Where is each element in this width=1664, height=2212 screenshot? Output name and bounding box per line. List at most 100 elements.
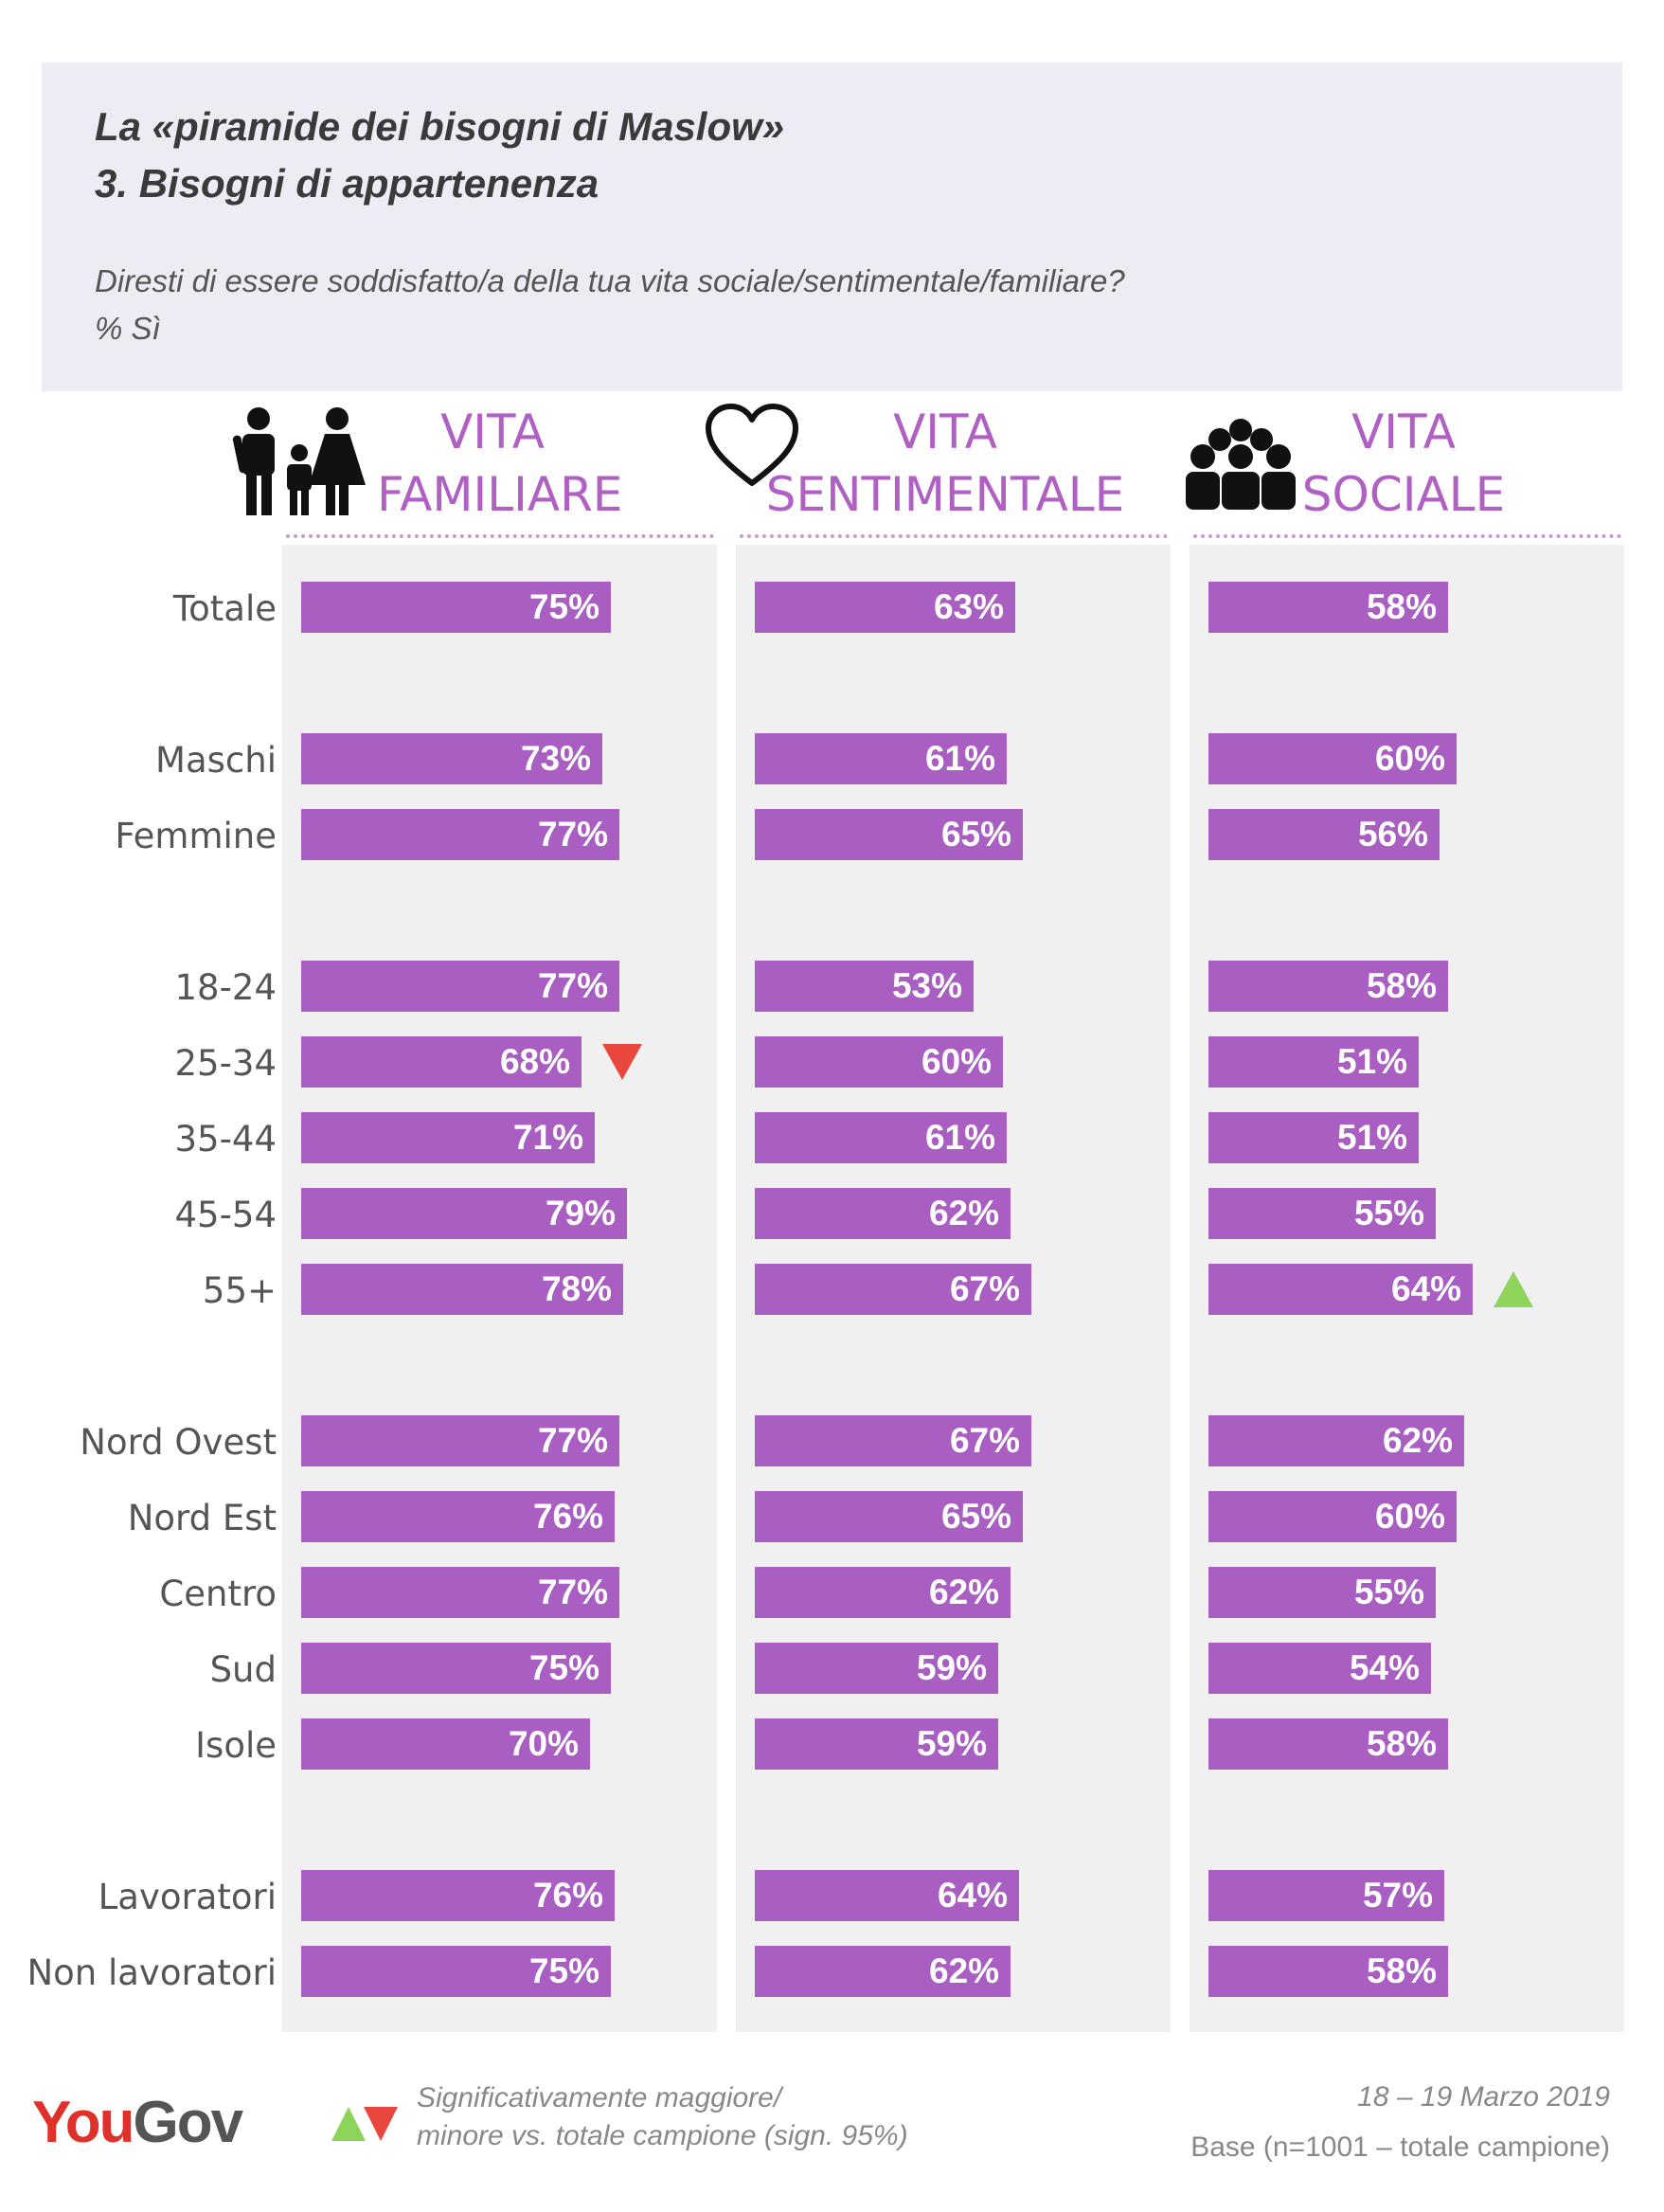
bar-vita-sociale-centro: 55% [1208,1567,1436,1618]
row-label-nord-est: Nord Est [127,1498,277,1538]
bar-value-label: 55% [1353,1573,1424,1611]
row-label-45-54: 45-54 [174,1195,277,1235]
column-divider-sociale [1193,534,1621,538]
bar-vita-familiare-nord-est: 76% [301,1491,615,1542]
row-label-nord-ovest: Nord Ovest [80,1422,277,1463]
bar-vita-sociale-55: 64% [1208,1264,1473,1315]
bar-vita-familiare-isole: 70% [301,1718,590,1770]
bar-value-label: 56% [1357,815,1428,854]
bar-value-label: 53% [891,966,962,1005]
bar-vita-familiare-nord-ovest: 77% [301,1415,619,1466]
row-label-femmine: Femmine [115,816,277,856]
significance-down-marker [602,1044,642,1080]
bar-vita-sentimentale-55: 67% [755,1264,1031,1315]
bar-value-label: 75% [528,587,599,626]
bar-value-label: 67% [949,1421,1020,1460]
bar-value-label: 70% [508,1724,579,1763]
column-header-familiare: VITA FAMILIARE [377,401,623,526]
bar-vita-sentimentale-35-44: 61% [755,1112,1007,1163]
bar-value-label: 76% [532,1497,603,1536]
column-header-sentimentale: VITA SENTIMENTALE [765,401,1125,526]
bar-value-label: 65% [940,815,1011,854]
bar-vita-sentimentale-25-34: 60% [755,1036,1003,1088]
bar-vita-sentimentale-sud: 59% [755,1643,998,1694]
yougov-logo: YouGov [32,2090,243,2155]
bar-value-label: 76% [532,1876,603,1915]
bar-vita-sentimentale-lavoratori: 64% [755,1870,1019,1921]
bar-value-label: 55% [1353,1194,1424,1232]
bar-vita-sentimentale-centro: 62% [755,1567,1011,1618]
bar-value-label: 62% [928,1573,999,1611]
bar-value-label: 71% [512,1118,583,1157]
row-label-totale: Totale [172,588,277,629]
bar-vita-sociale-femmine: 56% [1208,809,1440,860]
bar-value-label: 54% [1349,1648,1420,1687]
legend-line-2: minore vs. totale campione (sign. 95%) [417,2120,908,2151]
column-header-line2: SENTIMENTALE [765,467,1125,522]
bar-value-label: 51% [1336,1042,1407,1081]
family-icon [232,407,366,515]
bar-vita-sociale-nord-est: 60% [1208,1491,1457,1542]
bar-value-label: 78% [541,1269,612,1308]
bar-value-label: 57% [1362,1876,1433,1915]
column-header-sociale: VITA SOCIALE [1299,401,1508,526]
title-line-1: La «piramide dei bisogni di Maslow» [95,104,785,149]
bar-vita-sociale-25-34: 51% [1208,1036,1419,1088]
bar-vita-familiare-18-24: 77% [301,961,619,1012]
bar-value-label: 64% [1390,1269,1461,1308]
column-divider-familiare [286,534,714,538]
legend-line-1: Significativamente maggiore/ [417,2082,782,2113]
bar-value-label: 77% [537,815,608,854]
bar-value-label: 77% [537,1421,608,1460]
bar-vita-sociale-non-lavoratori: 58% [1208,1946,1448,1997]
bar-vita-sociale-nord-ovest: 62% [1208,1415,1464,1466]
question-text: Diresti di essere soddisfatto/a della tu… [95,263,1125,298]
bar-vita-familiare-centro: 77% [301,1567,619,1618]
bar-value-label: 58% [1366,1724,1437,1763]
column-header-line1: VITA [440,405,545,459]
base-note: Base (n=1001 – totale campione) [1190,2131,1610,2163]
significance-legend: Significativamente maggiore/ minore vs. … [417,2079,908,2155]
bar-vita-familiare-non-lavoratori: 75% [301,1946,611,1997]
row-label-35-44: 35-44 [174,1119,277,1160]
measure-text: % Sì [95,311,161,346]
bar-vita-sentimentale-totale: 63% [755,582,1015,633]
bar-value-label: 68% [499,1042,570,1081]
row-label-isole: Isole [195,1725,277,1766]
bar-vita-sentimentale-maschi: 61% [755,733,1007,784]
bar-vita-sentimentale-nord-ovest: 67% [755,1415,1031,1466]
bar-value-label: 64% [937,1876,1008,1915]
bar-vita-familiare-totale: 75% [301,582,611,633]
column-header-line1: VITA [893,405,997,459]
column-header-line2: FAMILIARE [377,467,623,522]
group-icon [1186,419,1296,510]
bar-value-label: 61% [924,1118,995,1157]
bar-vita-sociale-totale: 58% [1208,582,1448,633]
row-label-non-lavoratori: Non lavoratori [27,1952,277,1993]
bar-vita-sociale-45-54: 55% [1208,1188,1436,1239]
bar-value-label: 60% [1374,739,1445,778]
bar-value-label: 77% [537,966,608,1005]
bar-value-label: 60% [1374,1497,1445,1536]
bar-value-label: 75% [528,1951,599,1990]
bar-value-label: 79% [545,1194,616,1232]
bar-value-label: 62% [1382,1421,1453,1460]
bar-vita-familiare-femmine: 77% [301,809,619,860]
bar-vita-sentimentale-non-lavoratori: 62% [755,1946,1011,1997]
row-label-centro: Centro [159,1574,277,1614]
bar-vita-familiare-sud: 75% [301,1643,611,1694]
header-panel [42,63,1622,391]
bar-value-label: 62% [928,1194,999,1232]
bar-vita-familiare-lavoratori: 76% [301,1870,615,1921]
bar-value-label: 59% [916,1724,987,1763]
bar-value-label: 58% [1366,1951,1437,1990]
bar-vita-sociale-35-44: 51% [1208,1112,1419,1163]
bar-value-label: 51% [1336,1118,1407,1157]
column-header-line2: SOCIALE [1301,467,1506,522]
bar-value-label: 73% [520,739,591,778]
bar-vita-familiare-45-54: 79% [301,1188,627,1239]
bar-vita-sentimentale-45-54: 62% [755,1188,1011,1239]
bar-vita-sentimentale-femmine: 65% [755,809,1023,860]
row-label-maschi: Maschi [155,740,277,781]
bar-value-label: 67% [949,1269,1020,1308]
